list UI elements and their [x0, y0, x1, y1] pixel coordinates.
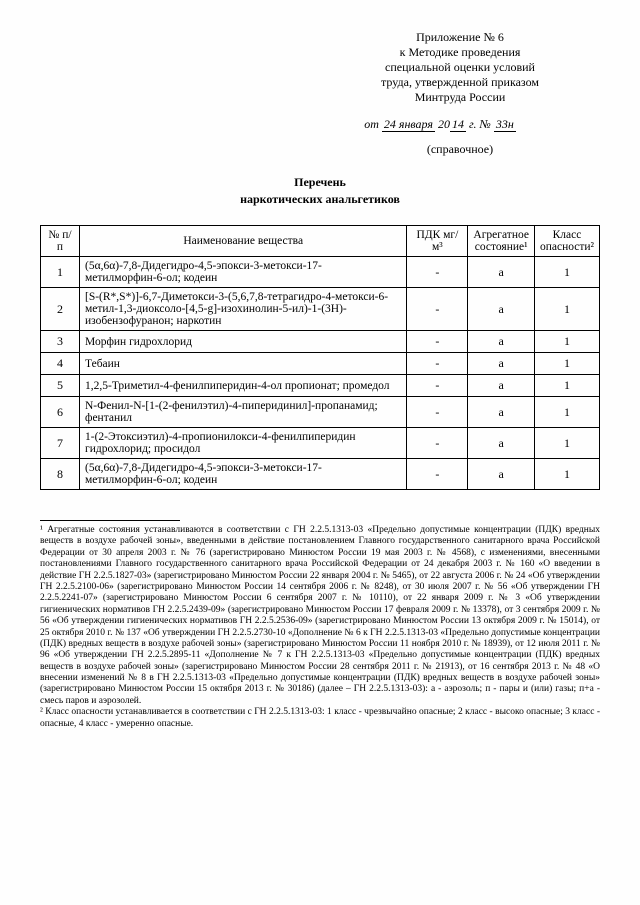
cell-num: 8	[41, 459, 80, 490]
cell-num: 5	[41, 375, 80, 397]
cell-agr: а	[468, 353, 535, 375]
cell-class: 1	[534, 375, 599, 397]
date-year-hw: 14	[450, 117, 466, 132]
col-name: Наименование вещества	[80, 226, 407, 257]
cell-agr: а	[468, 257, 535, 288]
table-row: 8(5α,6α)-7,8-Дидегидро-4,5-эпокси-3-мето…	[41, 459, 600, 490]
cell-class: 1	[534, 397, 599, 428]
cell-class: 1	[534, 257, 599, 288]
cell-name: (5α,6α)-7,8-Дидегидро-4,5-эпокси-3-меток…	[80, 459, 407, 490]
header-line: специальной оценки условий	[320, 60, 600, 75]
reference-label: (справочное)	[320, 142, 600, 157]
cell-pdk: -	[407, 459, 468, 490]
header-line: труда, утвержденной приказом	[320, 75, 600, 90]
cell-agr: а	[468, 288, 535, 331]
cell-pdk: -	[407, 397, 468, 428]
cell-name: [S-(R*,S*)]-6,7-Диметокси-3-(5,6,7,8-тет…	[80, 288, 407, 331]
cell-pdk: -	[407, 257, 468, 288]
cell-agr: а	[468, 397, 535, 428]
cell-class: 1	[534, 288, 599, 331]
date-handwritten: 24 января	[382, 117, 435, 132]
cell-num: 4	[41, 353, 80, 375]
doc-subtitle: наркотических анальгетиков	[40, 192, 600, 207]
cell-num: 7	[41, 428, 80, 459]
cell-pdk: -	[407, 375, 468, 397]
date-number-hw: 33н	[494, 117, 516, 132]
cell-name: Морфин гидрохлорид	[80, 331, 407, 353]
date-mid: 20	[438, 117, 450, 131]
cell-agr: а	[468, 428, 535, 459]
footnote-separator	[40, 520, 180, 521]
table-row: 2[S-(R*,S*)]-6,7-Диметокси-3-(5,6,7,8-те…	[41, 288, 600, 331]
footnote-1: ¹ Агрегатные состояния устанавливаются в…	[40, 525, 600, 707]
cell-name: N-Фенил-N-[1-(2-фенилэтил)-4-пиперидинил…	[80, 397, 407, 428]
date-line: от 24 января 2014 г. № 33н	[280, 117, 600, 132]
header-line: Приложение № 6	[320, 30, 600, 45]
cell-pdk: -	[407, 353, 468, 375]
cell-num: 3	[41, 331, 80, 353]
table-header-row: № п/п Наименование вещества ПДК мг/м³ Аг…	[41, 226, 600, 257]
header-block: Приложение № 6 к Методике проведения спе…	[320, 30, 600, 105]
cell-pdk: -	[407, 288, 468, 331]
table-row: 4Тебаин-а1	[41, 353, 600, 375]
cell-agr: а	[468, 375, 535, 397]
substances-table: № п/п Наименование вещества ПДК мг/м³ Аг…	[40, 225, 600, 490]
col-pdk: ПДК мг/м³	[407, 226, 468, 257]
cell-class: 1	[534, 331, 599, 353]
col-num: № п/п	[41, 226, 80, 257]
table-row: 1(5α,6α)-7,8-Дидегидро-4,5-эпокси-3-мето…	[41, 257, 600, 288]
cell-num: 1	[41, 257, 80, 288]
date-prefix: от	[364, 117, 379, 131]
cell-name: 1-(2-Этоксиэтил)-4-пропионилокси-4-фенил…	[80, 428, 407, 459]
cell-class: 1	[534, 353, 599, 375]
table-row: 3Морфин гидрохлорид-а1	[41, 331, 600, 353]
cell-class: 1	[534, 428, 599, 459]
footnote-2: ² Класс опасности устанавливается в соот…	[40, 707, 600, 730]
cell-num: 2	[41, 288, 80, 331]
cell-pdk: -	[407, 428, 468, 459]
cell-name: 1,2,5-Триметил-4-фенилпиперидин-4-ол про…	[80, 375, 407, 397]
cell-num: 6	[41, 397, 80, 428]
table-row: 51,2,5-Триметил-4-фенилпиперидин-4-ол пр…	[41, 375, 600, 397]
cell-name: (5α,6α)-7,8-Дидегидро-4,5-эпокси-3-меток…	[80, 257, 407, 288]
col-agr: Агрегатное состояние¹	[468, 226, 535, 257]
cell-class: 1	[534, 459, 599, 490]
col-class: Класс опасности²	[534, 226, 599, 257]
header-line: Минтруда России	[320, 90, 600, 105]
table-row: 71-(2-Этоксиэтил)-4-пропионилокси-4-фени…	[41, 428, 600, 459]
cell-agr: а	[468, 331, 535, 353]
table-row: 6N-Фенил-N-[1-(2-фенилэтил)-4-пиперидини…	[41, 397, 600, 428]
doc-title: Перечень	[40, 175, 600, 190]
date-suffix: г. №	[469, 117, 491, 131]
cell-agr: а	[468, 459, 535, 490]
header-line: к Методике проведения	[320, 45, 600, 60]
cell-name: Тебаин	[80, 353, 407, 375]
cell-pdk: -	[407, 331, 468, 353]
